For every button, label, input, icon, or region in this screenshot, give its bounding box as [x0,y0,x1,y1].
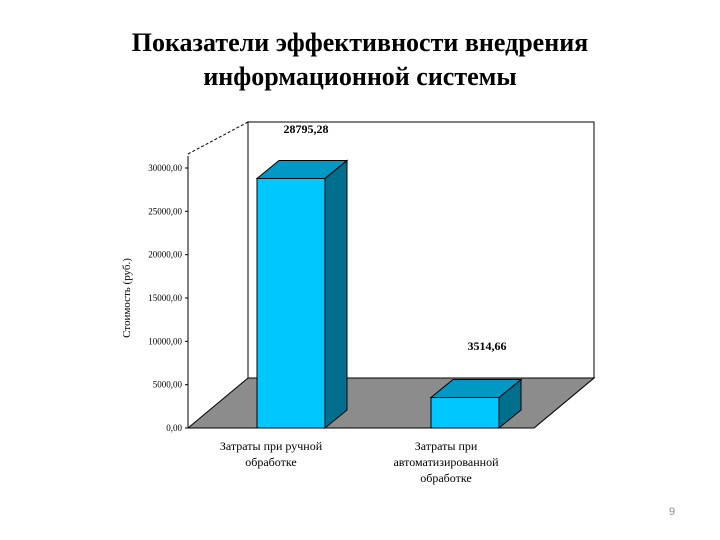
depth-line-top [187,121,249,155]
x-category-label-line: обработке [245,455,296,469]
slide-title-line-2: информационной системы [203,62,517,91]
y-tick-label: 25000,00 [148,206,182,216]
x-category-label-line: Затраты при ручной [220,439,323,453]
y-axis-title: Стоимость (руб.) [121,258,133,338]
y-tick-label: 20000,00 [148,250,182,260]
bar-data-label: 28795,28 [284,122,329,136]
bar-side [324,159,348,430]
y-tick-label: 30000,00 [148,163,182,173]
x-category-label-line: Затраты при [415,439,478,453]
bar-data-label: 3514,66 [468,339,507,353]
bar [256,177,326,429]
slide-title-line-1: Показатели эффективности внедрения [131,28,589,57]
y-tick-label: 0,00 [166,423,182,433]
y-tick-label: 15000,00 [148,293,182,303]
x-category-label: Затраты при ручной обработке [220,439,323,469]
slide-number: 9 [668,506,676,518]
chart-floor [186,377,596,429]
slide-title: Показатели эффективности внедрения инфор… [60,26,660,94]
x-category-label-line: автоматизированной [393,455,499,469]
x-category-label: Затраты при автоматизированной обработке [393,439,499,485]
y-tick-label: 5000,00 [153,380,183,390]
bar [430,397,500,429]
x-category-label-line: обработке [420,471,471,485]
y-tick-label: 10000,00 [148,336,182,346]
